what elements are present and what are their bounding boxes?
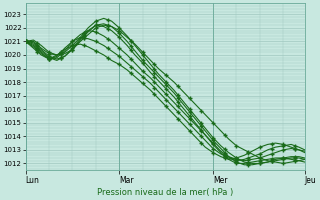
X-axis label: Pression niveau de la mer( hPa ): Pression niveau de la mer( hPa ) xyxy=(97,188,233,197)
